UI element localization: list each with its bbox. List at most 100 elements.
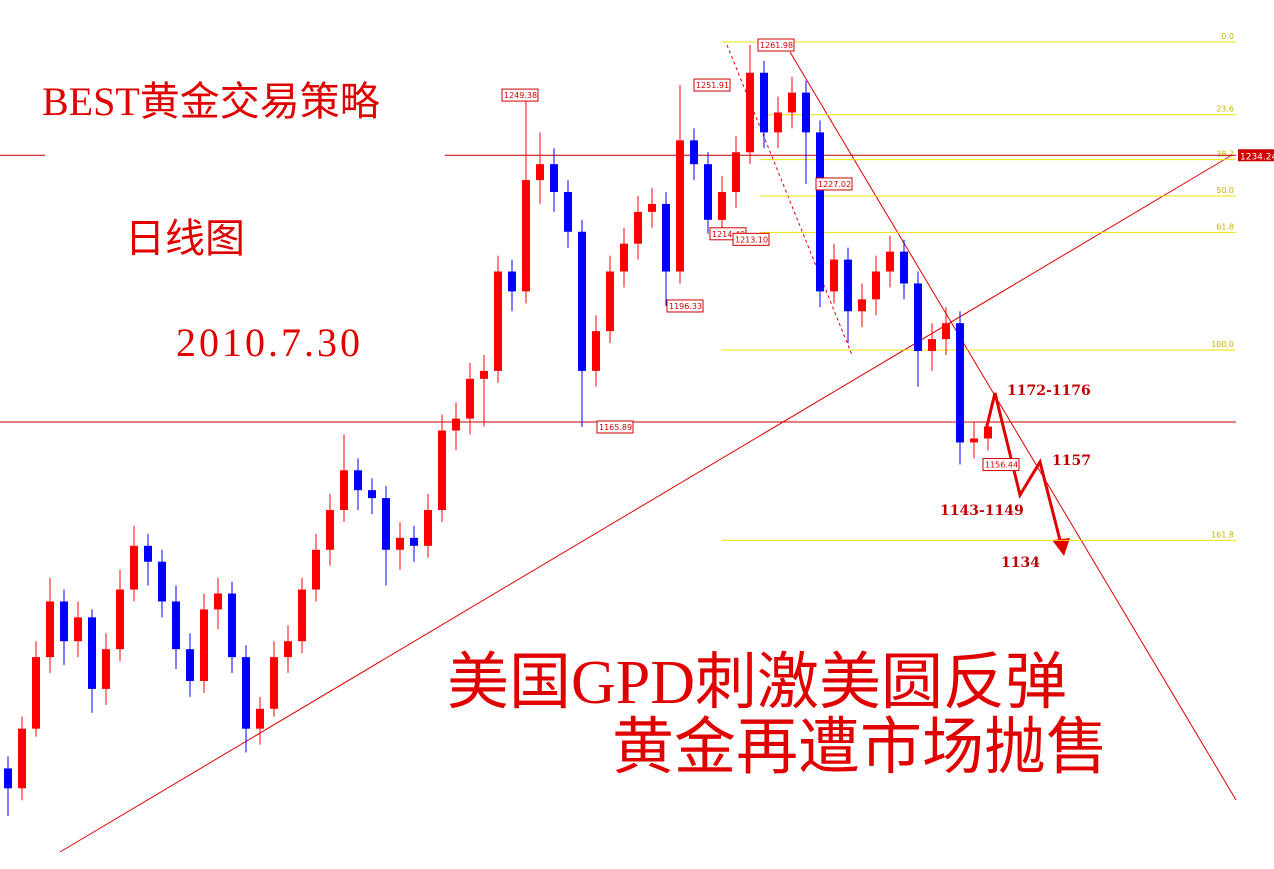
price-tag [815, 177, 853, 191]
candle-body [984, 426, 992, 439]
candle-body [564, 192, 572, 232]
subtitle: 日线图 [125, 216, 245, 261]
level-label: 1234.24 [1240, 152, 1274, 162]
candle-body [214, 593, 222, 610]
target-label: 1143-1149 [940, 503, 1024, 519]
level-tag [1238, 149, 1274, 162]
candle-body [760, 72, 768, 133]
candle-body [32, 657, 40, 729]
fib-label: 38.2 [1216, 150, 1234, 159]
candle-body [396, 537, 404, 550]
target-label: 1172-1176 [1007, 383, 1091, 399]
fib-label: 50.0 [1216, 186, 1234, 195]
resistance-trendline [789, 51, 1237, 801]
price-tag [693, 78, 731, 92]
candle-body [270, 657, 278, 709]
candle-body [256, 708, 264, 729]
candle-body [704, 164, 712, 220]
candle-body [424, 510, 432, 546]
candle-body [886, 251, 894, 272]
forecast-arrow [984, 392, 1064, 549]
price-tag [982, 458, 1020, 472]
candle-body [494, 271, 502, 371]
candle-body [466, 378, 474, 419]
price-tag [596, 420, 634, 434]
price-label: 1165.89 [599, 423, 632, 432]
candle-body [74, 617, 82, 642]
price-label: 1214.49 [712, 230, 745, 239]
target-label: 1134 [1001, 555, 1040, 571]
candle-body [18, 728, 26, 789]
price-label: 1156.44 [985, 461, 1018, 470]
price-label: 1261.98 [760, 41, 793, 50]
candle-body [382, 498, 390, 550]
candle-body [130, 545, 138, 590]
candle-body [508, 271, 516, 292]
fib-label: 161.8 [1211, 530, 1234, 539]
candle-body [774, 112, 782, 133]
candle-body [606, 271, 614, 332]
candle-body [634, 211, 642, 244]
price-tag [666, 299, 704, 313]
price-label: 1227.02 [818, 180, 851, 189]
candle-body [858, 299, 866, 312]
candle-body [46, 601, 54, 658]
candle-body [368, 490, 376, 499]
candle-body [900, 251, 908, 284]
candle-body [928, 339, 936, 352]
plot: 0.0 23.6 38.2 50.0 61.8 100.0 161.8 1234.24 1249… [0, 32, 1274, 817]
candle-body [914, 283, 922, 352]
fib-label: 61.8 [1216, 222, 1234, 231]
candle-body [956, 323, 964, 443]
arrow-head [1052, 538, 1070, 556]
candle-body [480, 370, 488, 379]
candle-body [550, 164, 558, 193]
candle-body [620, 243, 628, 272]
candle-body [410, 537, 418, 546]
date: 2010.7.30 [176, 320, 363, 365]
candle-body [4, 768, 12, 789]
price-label: 1251.91 [696, 81, 729, 90]
candle-body [116, 589, 124, 650]
candle-body [662, 203, 670, 272]
candle-body [102, 649, 110, 689]
candle-body [452, 418, 460, 431]
candle-body [872, 271, 880, 300]
price-tag [732, 232, 770, 246]
candle-body [690, 140, 698, 165]
price-label: 1213.10 [735, 235, 768, 244]
candle-body [746, 72, 754, 153]
candle-body [676, 140, 684, 272]
fib-swing-line [726, 44, 853, 356]
price-tag [757, 38, 795, 52]
candle-body [438, 430, 446, 511]
support-trendline [59, 154, 1233, 853]
candle-body [158, 561, 166, 602]
candle-body [88, 617, 96, 689]
candle-body [732, 152, 740, 193]
candle-body [186, 649, 194, 681]
candle-body [942, 323, 950, 340]
candle-body [200, 609, 208, 681]
candle-body [144, 545, 152, 562]
candle-body [312, 549, 320, 590]
candle-body [172, 601, 180, 650]
candle-body [578, 231, 586, 371]
price-tag [501, 88, 539, 102]
headline: 美国GPD刺激美圆反弹 [447, 649, 1067, 717]
candle-body [536, 164, 544, 181]
price-label: 1196.33 [669, 302, 702, 311]
candle-body [802, 92, 810, 133]
title: BEST黄金交易策略 [42, 79, 380, 124]
fib-label: 0.0 [1221, 32, 1234, 41]
candle-body [788, 92, 796, 113]
fib-label: 23.6 [1216, 105, 1234, 114]
candle-body [340, 470, 348, 511]
candle-body [522, 180, 530, 292]
headline: 黄金再遭市场抛售 [612, 714, 1108, 782]
candle-body [592, 331, 600, 371]
candle-body [60, 601, 68, 642]
candle-body [844, 259, 852, 312]
